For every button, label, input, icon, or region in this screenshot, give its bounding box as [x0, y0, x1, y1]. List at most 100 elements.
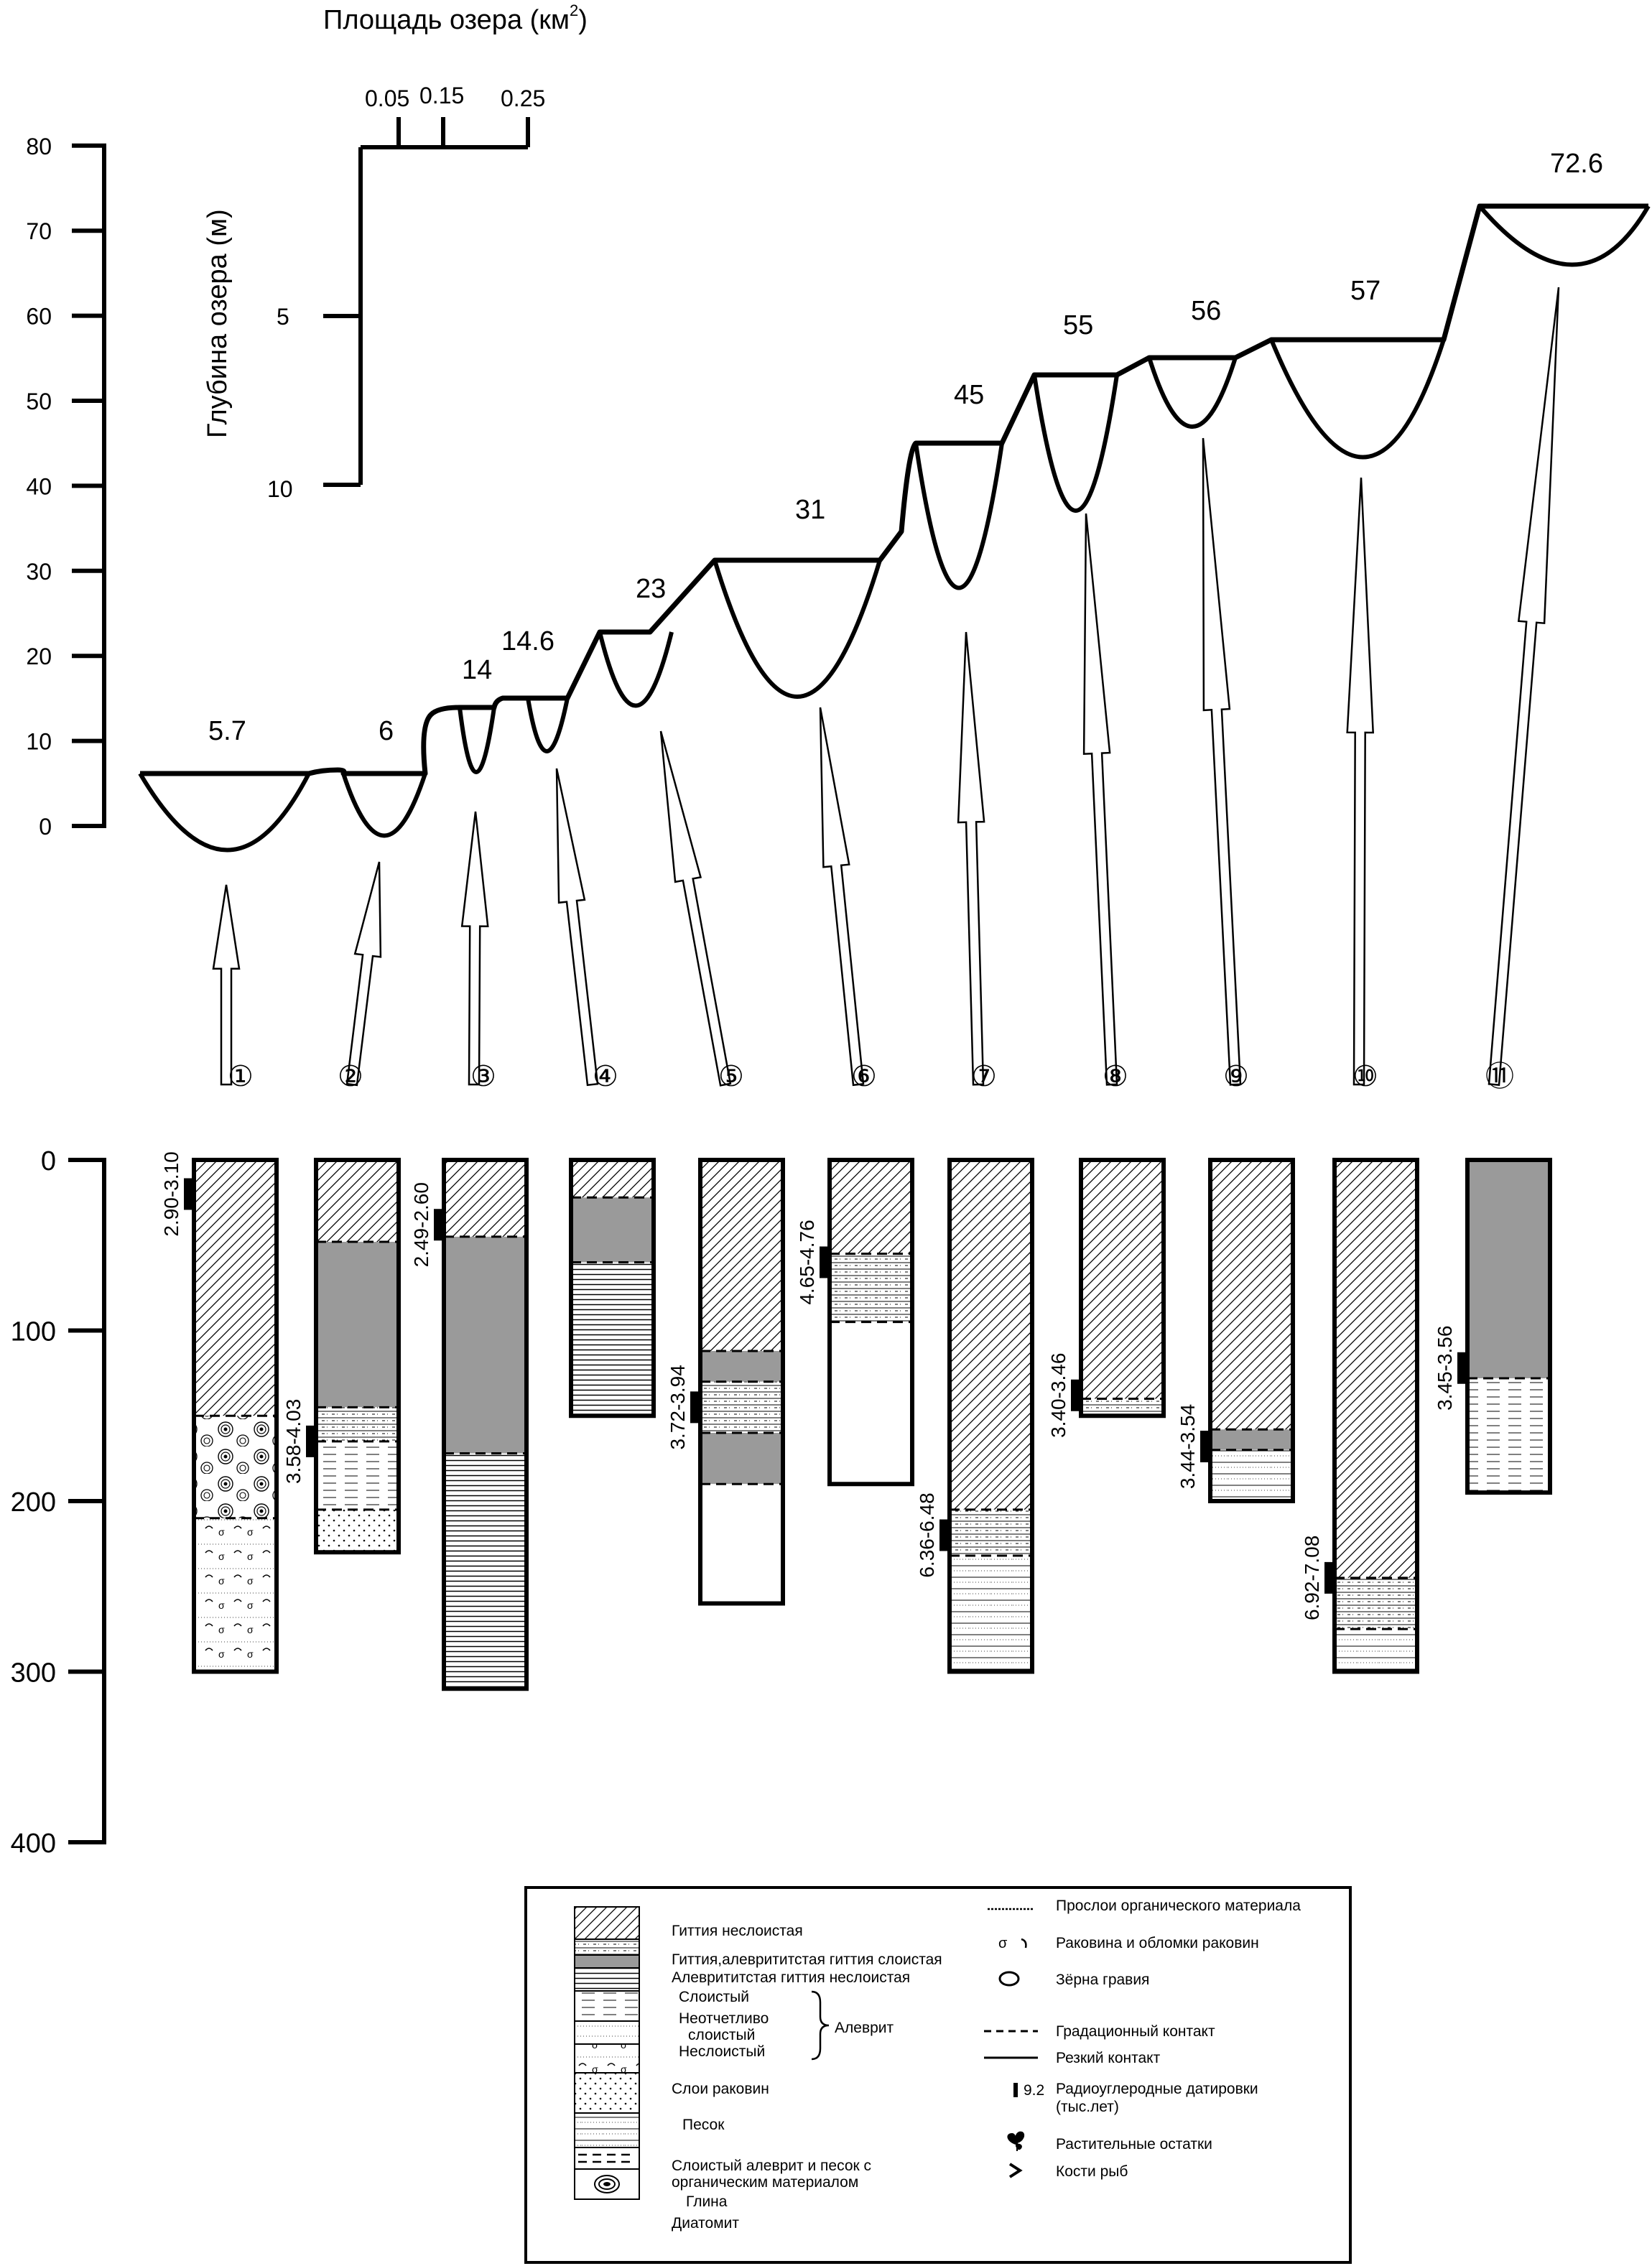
core-column-3: 2.49-2.60	[410, 1158, 529, 1691]
legend-label: Неслоистый	[679, 2043, 765, 2060]
legend-label: Зёрна гравия	[1056, 1972, 1149, 1988]
legend: Гиттия неслоистая Гиттия,алеврититстая г…	[524, 1886, 1352, 2264]
area-tick-label: 0.15	[419, 83, 464, 108]
legend-swatch-gyttja-layered	[574, 1938, 640, 1956]
terrain-profile-line	[140, 203, 1648, 776]
legend-label: Гиттия,алеврититстая гиттия слоистая	[672, 1951, 942, 1968]
area-tick-label: 0.25	[501, 85, 545, 111]
lake-elevation-label: 56	[1191, 296, 1221, 326]
core-layer	[316, 1509, 399, 1553]
core-layer	[194, 1518, 277, 1672]
core-number-11: ⑪	[1485, 1061, 1514, 1092]
radiocarbon-date-label: 6.92-7.08	[1301, 1536, 1323, 1620]
elevation-tick-label: 10	[26, 729, 52, 755]
core-arrow-8	[1082, 513, 1118, 1086]
legend-label: Алеврититстая гиттия неслоистая	[672, 1969, 910, 1986]
core-layer	[700, 1484, 783, 1604]
core-column-2: 3.58-4.03	[282, 1158, 401, 1555]
lake-elevation-label: 5.7	[208, 716, 246, 746]
core-layer	[1467, 1378, 1550, 1493]
legend-label: Резкий контакт	[1056, 2050, 1161, 2066]
depth-axis-title: Глубина озера (м)	[203, 209, 233, 438]
core-layer	[830, 1160, 912, 1254]
lake-basin-3	[458, 707, 496, 774]
lake-basin-11	[1477, 205, 1651, 267]
radiocarbon-date-label: 4.65-4.76	[796, 1220, 818, 1304]
legend-shell-fragment-symbol	[1021, 1938, 1027, 1949]
core-layer	[830, 1322, 912, 1485]
legend-swatch-silt-layered	[574, 1967, 640, 1992]
radiocarbon-date-label: 2.90-3.10	[160, 1151, 182, 1236]
legend-label: Растительные остатки	[1056, 2136, 1212, 2153]
legend-label: Диатомит	[672, 2215, 739, 2232]
legend-label: органическим материалом	[672, 2174, 858, 2191]
lake-elevation-label: 45	[954, 380, 984, 410]
core-layer	[1335, 1160, 1417, 1578]
elevation-tick-label: 30	[26, 559, 52, 585]
elevation-axis: 0 10 20 30 40 50 60 70 80	[26, 134, 106, 840]
core-arrow-11	[1488, 287, 1560, 1086]
legend-label: Раковина и обломки раковин	[1056, 1935, 1259, 1951]
legend-label: Слоистый алеврит и песок с	[672, 2158, 871, 2174]
core-column-4	[569, 1158, 656, 1418]
lake-basin-7	[914, 442, 1004, 590]
area-tick-label: 0.05	[365, 85, 409, 111]
core-arrow-10	[1346, 477, 1375, 1086]
core-outline	[1208, 1158, 1295, 1503]
legend-date-symbol	[1013, 2083, 1018, 2097]
core-outline	[1332, 1158, 1419, 1674]
legend-label: Радиоуглеродные датировки	[1056, 2081, 1258, 2097]
core-arrow-5	[659, 730, 732, 1087]
legend-swatch-silt-sand	[574, 2112, 640, 2148]
radiocarbon-date-marker	[1200, 1431, 1210, 1462]
core-layer	[1210, 1449, 1293, 1501]
core-number-1: ①	[228, 1061, 254, 1092]
core-layer	[194, 1416, 277, 1518]
core-number-3: ③	[470, 1061, 496, 1092]
lake-basin-4	[526, 697, 570, 753]
core-layer	[444, 1236, 526, 1454]
radiocarbon-date-label: 3.44-3.54	[1177, 1404, 1199, 1489]
radiocarbon-date-marker	[434, 1209, 444, 1241]
legend-swatch-clay	[574, 2147, 640, 2170]
lake-elevation-label: 6	[379, 716, 394, 746]
area-axis-title: Площадь озера (км2)	[323, 1, 588, 35]
legend-label: Прослои органического материала	[1056, 1898, 1301, 1914]
legend-plant-icon	[1007, 2131, 1025, 2151]
core-column-5: 3.72-3.94	[667, 1158, 785, 1606]
core-number-7: ⑦	[971, 1061, 997, 1092]
legend-fish-bone-icon	[1008, 2163, 1023, 2178]
core-number-8: ⑧	[1103, 1061, 1128, 1092]
elevation-tick-label: 20	[26, 644, 52, 669]
legend-label: (тыс.лет)	[1056, 2099, 1119, 2115]
legend-swatch-gyttja-nonlayered	[574, 1906, 640, 1940]
core-number-9: ⑨	[1223, 1061, 1249, 1092]
core-layer	[830, 1253, 912, 1322]
elevation-tick-label: 0	[39, 814, 52, 840]
lake-elevation-label: 31	[795, 495, 825, 525]
legend-label: слоистый	[688, 2027, 755, 2043]
lake-elevation-label: 14	[462, 655, 492, 685]
radiocarbon-date-marker	[939, 1519, 950, 1551]
legend-box	[524, 1886, 1352, 2264]
lake-elevation-label: 55	[1063, 310, 1093, 340]
core-arrow-4	[555, 768, 599, 1087]
legend-swatch-silt-nonlayered	[574, 2020, 640, 2045]
legend-swatch-shells	[574, 2043, 640, 2074]
core-outline	[442, 1158, 529, 1691]
legend-label: Песок	[682, 2117, 725, 2133]
core-arrow-7	[957, 631, 985, 1086]
core-layer	[1081, 1398, 1164, 1416]
core-outline	[192, 1158, 279, 1674]
core-depth-tick-label: 0	[41, 1146, 56, 1176]
core-number-4: ④	[593, 1061, 618, 1092]
core-column-1: 2.90-3.10	[160, 1151, 279, 1674]
legend-swatch-silt-faint	[574, 1990, 640, 2022]
lake-basin-8	[1032, 374, 1119, 513]
core-layer	[444, 1160, 526, 1237]
depth-tick-label: 10	[267, 476, 293, 502]
core-column-11: 3.45-3.56	[1434, 1158, 1552, 1495]
core-layer	[700, 1160, 783, 1351]
core-depth-axis: 0 100 200 300 400	[11, 1146, 106, 1859]
core-outline	[698, 1158, 785, 1606]
